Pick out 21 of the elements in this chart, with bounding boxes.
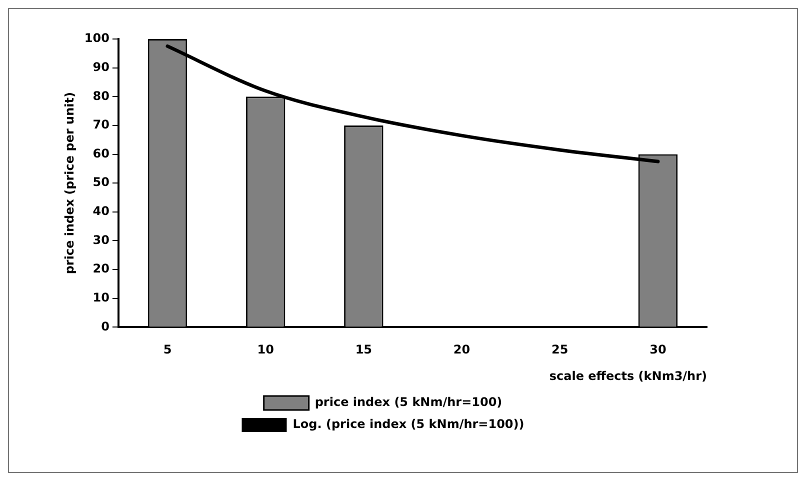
- y-tick-label: 10: [92, 290, 110, 305]
- x-tick-label: 30: [650, 342, 666, 357]
- x-tick-label: 25: [552, 342, 568, 357]
- legend-label: price index (5 kNm/hr=100): [314, 395, 502, 410]
- y-tick-label: 70: [92, 118, 110, 132]
- x-tick-label: 5: [163, 342, 172, 357]
- x-tick-label: 10: [257, 342, 274, 357]
- y-tick-label: 80: [92, 88, 110, 103]
- y-axis-title: price index (price per unit): [62, 92, 76, 274]
- y-tick-label: 60: [92, 146, 110, 160]
- y-tick-label: 20: [92, 262, 110, 276]
- x-tick-label: 15: [355, 342, 372, 357]
- y-tick-label: 0: [101, 319, 110, 334]
- y-tick-label: 30: [92, 232, 110, 247]
- y-tick-label: 50: [92, 175, 110, 190]
- legend-label: Log. (price index (5 kNm/hr=100)): [292, 417, 524, 432]
- y-tick-label: 90: [92, 60, 110, 74]
- x-axis-title: scale effects (kNm3/hr): [549, 368, 707, 383]
- x-tick-label: 20: [453, 342, 470, 357]
- y-tick-label: 40: [92, 204, 110, 218]
- y-tick-label: 100: [84, 31, 110, 46]
